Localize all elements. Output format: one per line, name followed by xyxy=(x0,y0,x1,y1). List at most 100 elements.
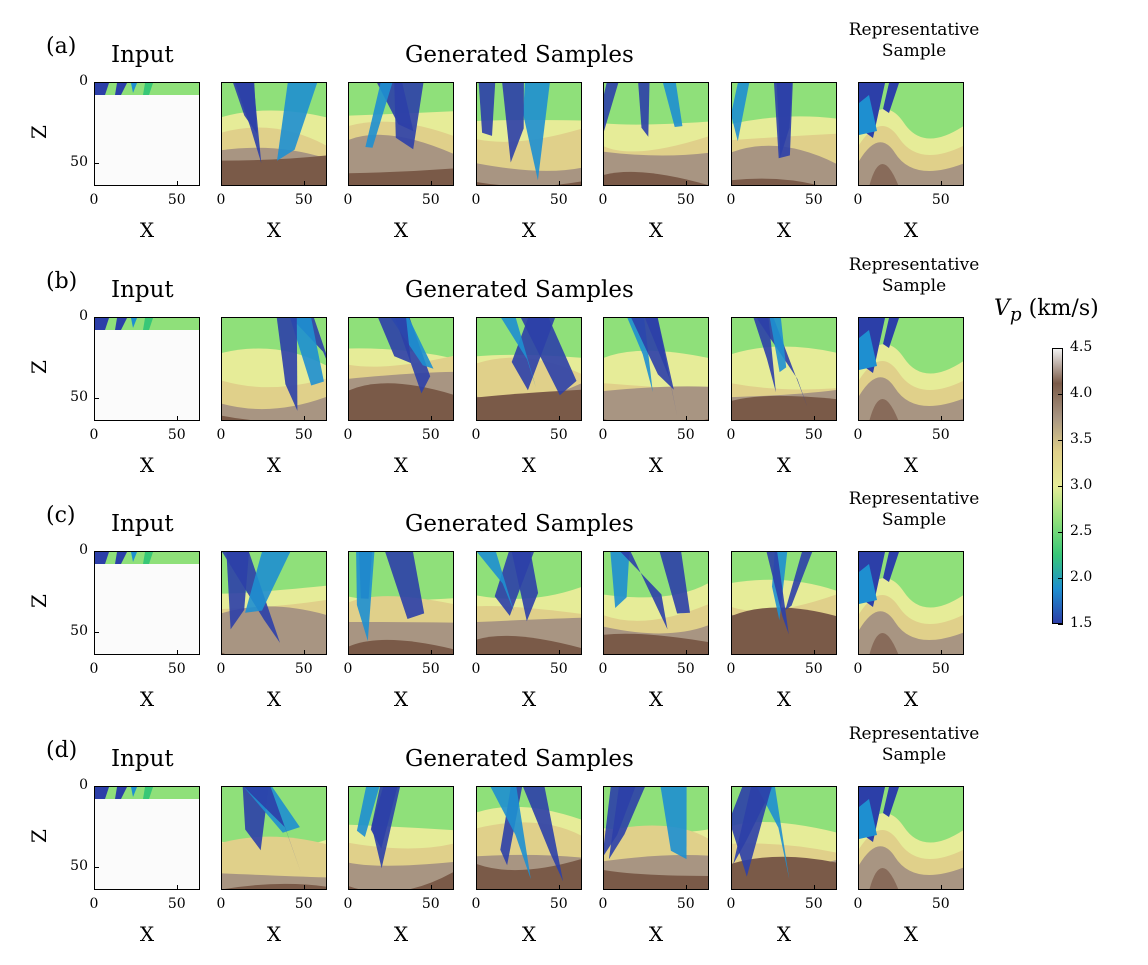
representative-panel xyxy=(858,786,964,890)
x-axis-label: X xyxy=(393,218,409,242)
generated-panel xyxy=(603,82,709,186)
velocity-field xyxy=(222,552,326,654)
x-tick xyxy=(685,650,687,655)
colorbar-symbol: V xyxy=(994,296,1010,321)
colorbar-tick xyxy=(1058,440,1063,441)
x-tick-label: 50 xyxy=(549,896,568,912)
x-tick-label: 0 xyxy=(343,192,353,208)
x-tick xyxy=(813,650,815,655)
input-title: Input xyxy=(111,42,174,68)
x-tick xyxy=(603,885,604,890)
x-tick-label: 50 xyxy=(167,896,186,912)
x-tick-label: 50 xyxy=(676,661,695,677)
generated-panel xyxy=(476,82,582,186)
x-tick xyxy=(731,181,732,186)
x-tick-label: 50 xyxy=(931,427,950,443)
x-tick-label: 0 xyxy=(343,661,353,677)
x-tick-label: 0 xyxy=(598,896,608,912)
y-tick-label: 50 xyxy=(70,623,88,640)
velocity-field xyxy=(859,318,963,420)
velocity-field xyxy=(859,83,963,185)
x-tick-label: 50 xyxy=(549,661,568,677)
colorbar-subscript: p xyxy=(1009,304,1022,326)
velocity-field xyxy=(349,83,453,185)
x-axis-label: X xyxy=(903,687,919,711)
row-label: (d) xyxy=(46,738,78,763)
x-tick-label: 0 xyxy=(598,661,608,677)
velocity-field xyxy=(732,318,836,420)
x-tick-label: 50 xyxy=(167,427,186,443)
velocity-field xyxy=(604,83,708,185)
x-tick xyxy=(731,416,732,421)
velocity-field xyxy=(604,787,708,889)
x-axis-label: X xyxy=(266,922,282,946)
x-axis-label: X xyxy=(903,218,919,242)
y-tick xyxy=(94,163,99,165)
y-tick xyxy=(94,398,99,400)
x-tick-label: 0 xyxy=(853,896,863,912)
colorbar-tick-label: 4.0 xyxy=(1070,385,1093,401)
x-tick xyxy=(603,416,604,421)
x-axis-label: X xyxy=(776,922,792,946)
y-tick-label: 0 xyxy=(79,308,88,324)
x-tick-label: 0 xyxy=(726,661,736,677)
input-title: Input xyxy=(111,746,174,772)
input-panel xyxy=(94,551,200,655)
colorbar-tick-label: 1.5 xyxy=(1070,615,1093,631)
row-label: (c) xyxy=(46,503,76,528)
x-tick xyxy=(303,181,305,186)
x-tick-label: 50 xyxy=(294,427,313,443)
y-axis-label: Z xyxy=(26,829,51,843)
x-tick xyxy=(731,885,732,890)
generated-panel xyxy=(221,786,327,890)
x-tick xyxy=(303,885,305,890)
velocity-field xyxy=(95,318,199,420)
x-tick-label: 0 xyxy=(471,896,481,912)
representative-title-line1: Representative xyxy=(848,489,980,509)
generated-panel xyxy=(221,551,327,655)
x-tick xyxy=(813,181,815,186)
y-tick-label: 50 xyxy=(70,389,88,406)
colorbar-tick xyxy=(1058,532,1063,533)
x-tick xyxy=(858,181,859,186)
x-axis-label: X xyxy=(903,922,919,946)
y-tick-label: 50 xyxy=(70,154,88,171)
colorbar-tick xyxy=(1058,486,1063,487)
velocity-field xyxy=(95,787,199,889)
x-axis-label: X xyxy=(393,922,409,946)
input-title: Input xyxy=(111,277,174,303)
x-tick xyxy=(221,181,222,186)
y-tick-label: 0 xyxy=(79,542,88,558)
x-tick-label: 0 xyxy=(89,896,99,912)
x-tick-label: 0 xyxy=(343,896,353,912)
x-tick-label: 50 xyxy=(804,661,823,677)
x-axis-label: X xyxy=(139,922,155,946)
velocity-field xyxy=(732,552,836,654)
x-tick xyxy=(348,181,349,186)
colorbar-tick xyxy=(1058,578,1063,579)
x-tick-label: 50 xyxy=(676,427,695,443)
y-tick-label: 0 xyxy=(79,777,88,793)
x-tick-label: 50 xyxy=(294,896,313,912)
x-tick xyxy=(940,416,942,421)
x-tick xyxy=(348,416,349,421)
x-tick xyxy=(430,416,432,421)
x-tick xyxy=(176,416,178,421)
velocity-field xyxy=(477,787,581,889)
colorbar-tick-label: 2.0 xyxy=(1070,569,1093,585)
x-tick-label: 50 xyxy=(421,192,440,208)
colorbar-unit: (km/s) xyxy=(1028,296,1099,321)
velocity-field xyxy=(95,552,199,654)
velocity-field xyxy=(732,787,836,889)
x-tick xyxy=(731,650,732,655)
velocity-field xyxy=(477,318,581,420)
velocity-field xyxy=(95,83,199,185)
x-tick-label: 50 xyxy=(804,192,823,208)
x-tick-label: 0 xyxy=(471,427,481,443)
velocity-field xyxy=(477,552,581,654)
x-tick-label: 50 xyxy=(931,192,950,208)
x-tick-label: 50 xyxy=(294,192,313,208)
generated-panel xyxy=(476,551,582,655)
generated-panel xyxy=(348,317,454,421)
representative-title-line1: Representative xyxy=(848,20,980,40)
